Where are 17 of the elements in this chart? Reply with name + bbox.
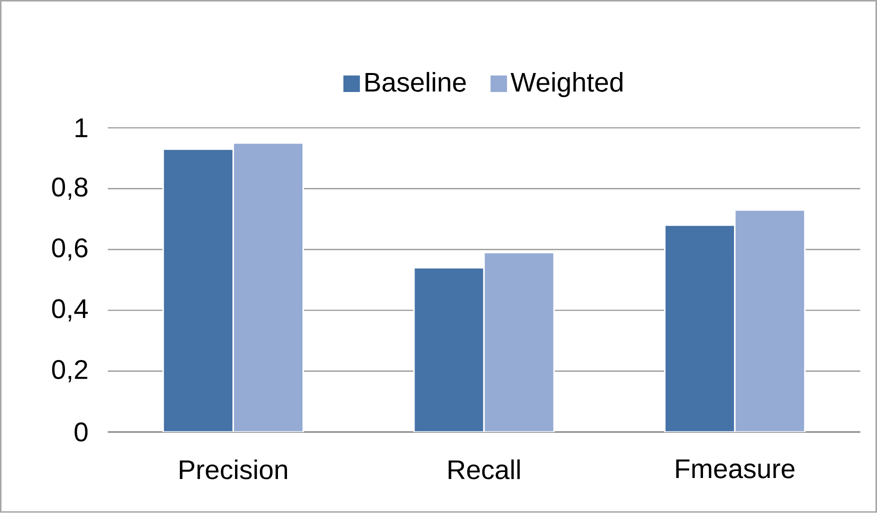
y-tick-label: 0,4 <box>52 299 88 322</box>
bar <box>664 224 736 432</box>
legend-label: Weighted <box>510 72 622 98</box>
bar <box>734 209 806 432</box>
y-tick-label: 0,8 <box>52 178 88 200</box>
bar <box>232 142 304 432</box>
y-tick-label: 0,6 <box>52 238 88 261</box>
y-tick-label: 0 <box>74 422 88 442</box>
bar <box>413 267 485 432</box>
bar <box>483 252 555 432</box>
x-tick-label: Precision <box>180 460 288 480</box>
y-tick-label: 0,2 <box>52 360 88 382</box>
x-tick-label: Fmeasure <box>676 460 794 478</box>
y-tick-label: 1 <box>76 118 88 138</box>
bar <box>162 148 234 432</box>
x-tick-label: Recall <box>448 460 520 480</box>
legend-label: Baseline <box>366 72 466 92</box>
